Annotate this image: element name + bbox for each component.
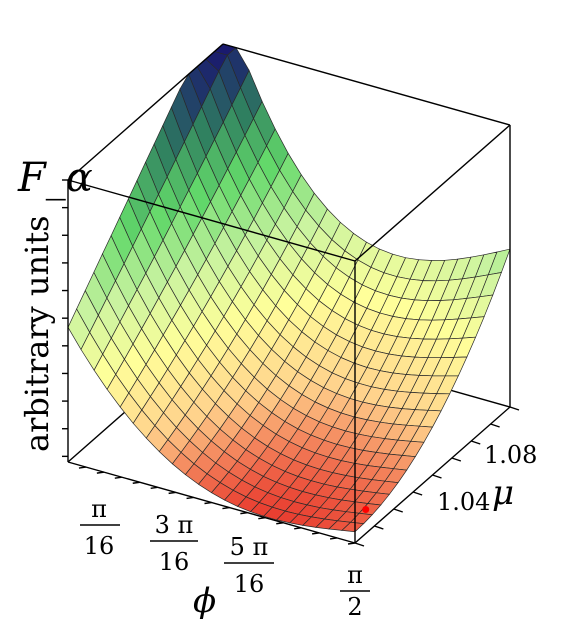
x-tick	[347, 542, 356, 545]
y-tick	[412, 491, 423, 496]
y-tick	[354, 542, 365, 547]
box-edge	[222, 43, 511, 126]
x-tick	[150, 486, 158, 490]
x-axis-label: ϕ	[193, 581, 216, 620]
x-tick-label-den: 2	[347, 593, 362, 620]
y-tick	[490, 423, 500, 428]
y-tick	[471, 440, 481, 445]
y-tick	[432, 474, 442, 479]
y-tick	[451, 457, 462, 462]
x-tick	[329, 537, 338, 540]
x-tick-label-den: 16	[234, 570, 265, 598]
x-tick	[294, 527, 302, 530]
x-tick	[168, 491, 176, 495]
x-tick-label-num: 3 π	[155, 511, 194, 539]
x-tick	[222, 506, 230, 510]
x-tick	[276, 522, 284, 525]
box-edge	[67, 43, 224, 181]
y-tick-label: 1.08	[484, 441, 537, 469]
z-axis-units-label: arbitrary units	[18, 215, 56, 452]
y-tick-label: 1.04	[437, 488, 490, 516]
x-tick	[114, 476, 122, 479]
z-axis-symbol: F_α	[17, 155, 93, 201]
x-tick	[186, 496, 194, 500]
surface-patch	[341, 521, 365, 533]
y-tick	[374, 525, 384, 530]
y-axis-label: μ	[492, 473, 514, 513]
y-tick-labels: 1.04 1.08	[437, 441, 537, 516]
x-tick-label-num: π	[91, 495, 107, 523]
x-tick	[312, 532, 320, 535]
x-tick	[78, 466, 87, 469]
x-tick	[204, 501, 212, 505]
y-tick	[509, 406, 520, 411]
x-tick-label-den: 16	[84, 532, 115, 560]
box-edge	[354, 124, 511, 262]
marked-point	[362, 505, 370, 513]
x-tick-label-num: π	[347, 561, 363, 589]
x-tick	[240, 511, 248, 515]
x-tick-label-den: 16	[159, 548, 190, 576]
y-tick	[393, 508, 403, 513]
x-tick-label-num: 5 π	[230, 533, 269, 561]
x-tick-labels: π 16 3 π 16 5 π 16 π 2	[80, 495, 370, 620]
x-tick	[96, 471, 104, 474]
surface-mesh	[67, 43, 511, 533]
axis-ticks	[62, 179, 520, 547]
x-tick	[132, 481, 140, 484]
x-tick	[258, 516, 266, 520]
box-edge	[67, 179, 356, 262]
